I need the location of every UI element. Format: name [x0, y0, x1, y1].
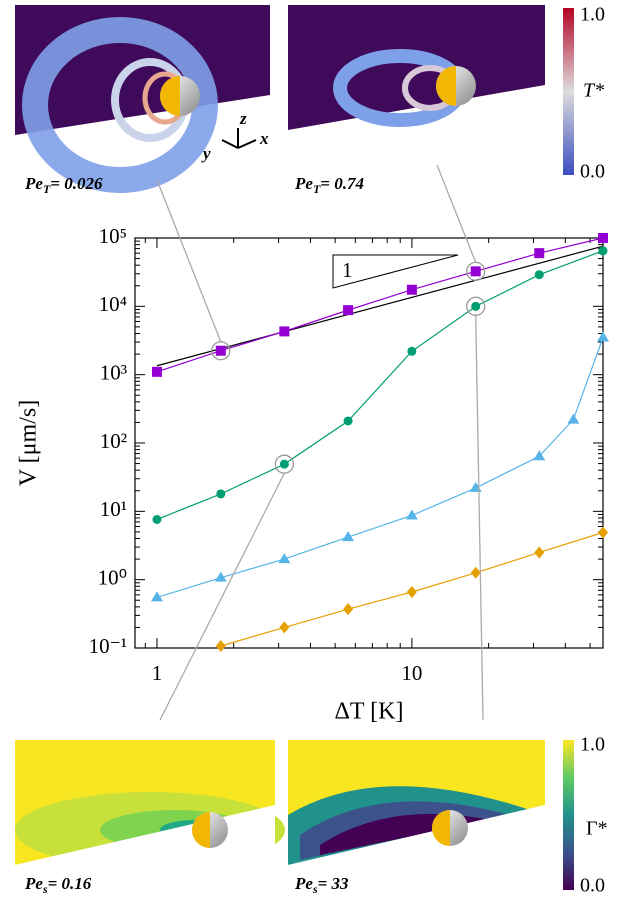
- colorbar-temperature: [563, 8, 574, 175]
- colorbar-label: T*: [583, 80, 604, 102]
- marker: [567, 414, 579, 424]
- marker: [343, 603, 353, 615]
- plot-frame: [135, 238, 603, 648]
- inset-label: PeT= 0.74: [294, 174, 364, 196]
- y-tick-label: 10²: [100, 429, 127, 453]
- marker: [216, 640, 226, 652]
- marker: [470, 482, 482, 492]
- inset-temperature-2: [288, 5, 545, 130]
- colorbar-min: 0.0: [580, 161, 605, 183]
- annotation: 1: [342, 258, 353, 282]
- connector: [157, 180, 221, 342]
- axis-y-label: y: [201, 144, 211, 163]
- x-tick-label: 1: [152, 661, 163, 685]
- inset-label: Pes= 33: [294, 874, 349, 896]
- marker: [471, 266, 481, 276]
- axis-z-label: z: [239, 109, 247, 128]
- page: {"chart_data": {"type": "line", "xlabel"…: [0, 0, 619, 902]
- inset-label: Pes= 0.16: [24, 874, 92, 896]
- marker: [279, 326, 289, 336]
- marker: [152, 515, 161, 524]
- marker: [597, 331, 609, 341]
- marker: [599, 246, 608, 255]
- marker: [534, 248, 544, 258]
- marker: [344, 416, 353, 425]
- y-tick-label: 10³: [100, 360, 127, 384]
- marker: [598, 233, 608, 243]
- y-tick-label: 10⁰: [98, 565, 127, 589]
- colorbar-label: Γ*: [586, 818, 608, 840]
- inset-surfactant-2: [288, 740, 545, 880]
- marker: [406, 509, 418, 519]
- marker: [280, 460, 289, 469]
- figure: y z x 1.0 T* 0.0 1.0 Γ* 0.0 PeT= 0.026 P…: [0, 0, 619, 902]
- plot: 1 10 10⁻¹ 10⁰ 10¹ 10² 10³ 10⁴ 10⁵ 1: [89, 165, 609, 720]
- x-axis-label: ΔT [K]: [335, 699, 404, 725]
- connector: [437, 165, 476, 262]
- inset-temperature-1: [15, 5, 270, 180]
- marker: [152, 367, 162, 377]
- x-tick-label: 10: [401, 661, 422, 685]
- marker: [407, 285, 417, 295]
- connector: [476, 315, 483, 720]
- marker: [407, 347, 416, 356]
- series-line: [157, 251, 603, 520]
- marker: [534, 546, 544, 558]
- y-axis-label: V [μm/s]: [16, 400, 42, 486]
- y-tick-label: 10⁵: [99, 224, 127, 248]
- axis-x-label: x: [259, 129, 269, 148]
- marker: [216, 489, 225, 498]
- marker: [407, 586, 417, 598]
- colorbar-max: 1.0: [580, 734, 605, 756]
- colorbar-surfactant: [563, 740, 574, 890]
- marker: [343, 305, 353, 315]
- inset-label: PeT= 0.026: [24, 174, 103, 196]
- marker: [598, 527, 608, 539]
- inset-surfactant-1: [15, 740, 285, 880]
- axes-triad: [222, 128, 256, 148]
- marker: [471, 302, 480, 311]
- colorbar-max: 1.0: [580, 4, 605, 26]
- y-tick-label: 10¹: [100, 497, 127, 521]
- colorbar-min: 0.0: [580, 875, 605, 897]
- y-tick-label: 10⁻¹: [89, 634, 127, 658]
- marker: [471, 567, 481, 579]
- y-tick-label: 10⁴: [99, 292, 127, 316]
- marker: [535, 270, 544, 279]
- series-line: [157, 337, 603, 597]
- marker: [279, 621, 289, 633]
- marker: [216, 346, 226, 356]
